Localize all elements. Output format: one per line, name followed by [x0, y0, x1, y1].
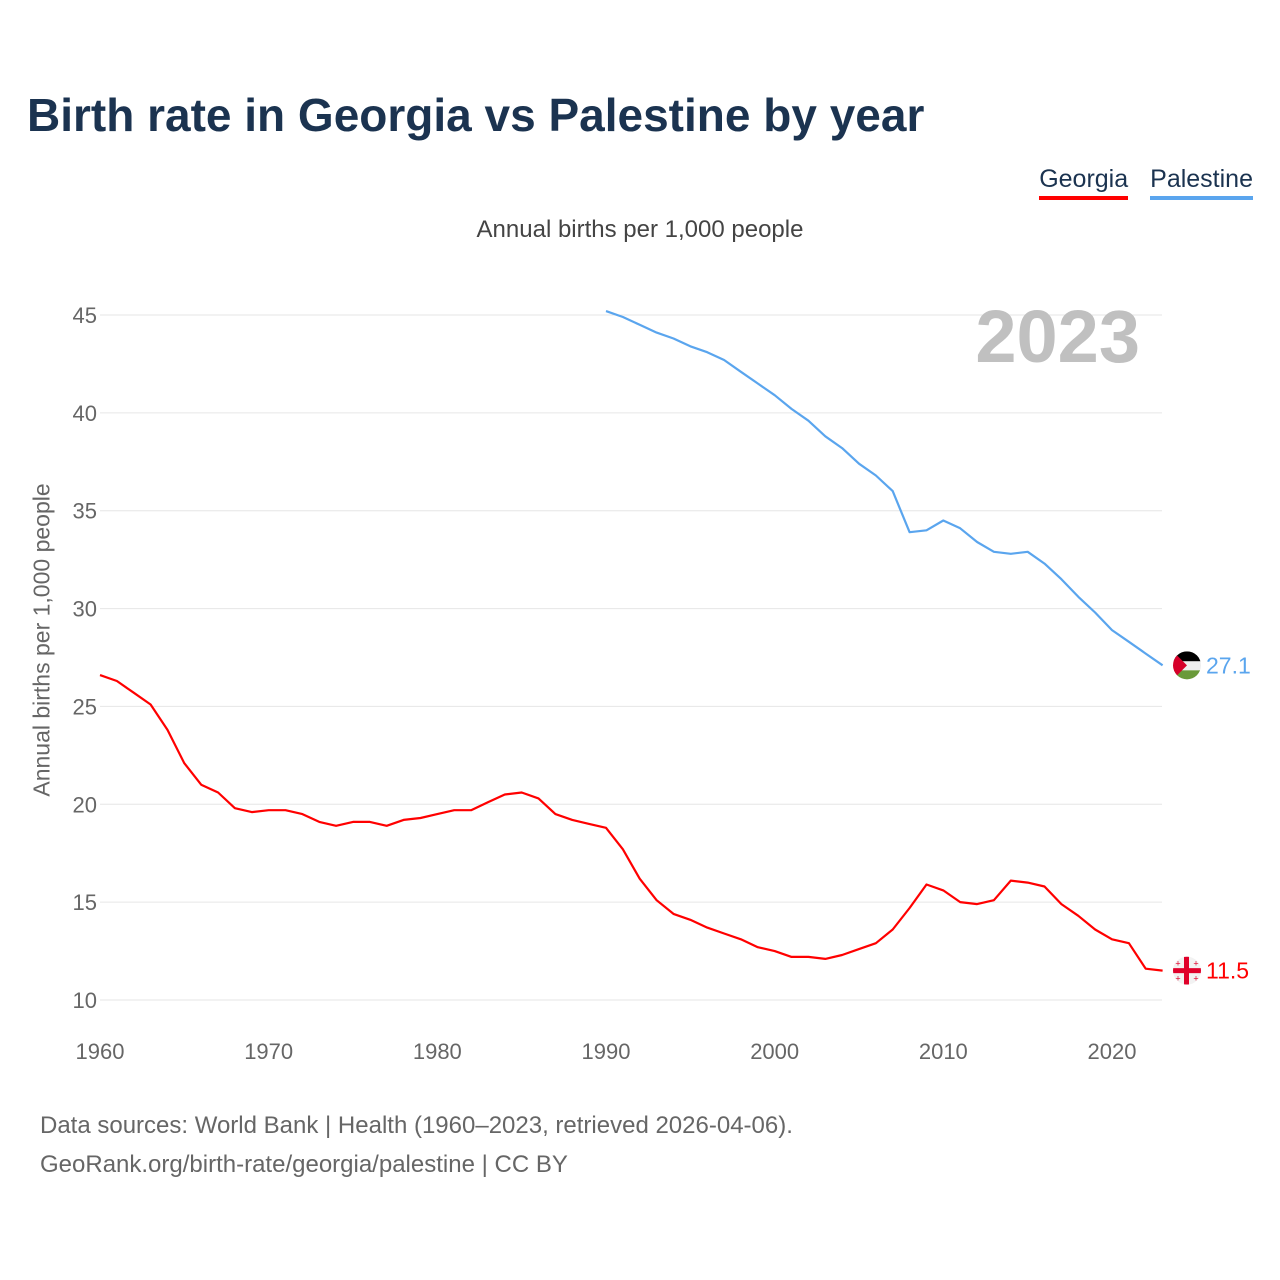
- year-watermark: 2023: [975, 295, 1140, 378]
- series-line-palestine: [605, 310, 1164, 667]
- end-value-label-palestine: 27.1: [1206, 652, 1251, 678]
- svg-text:+: +: [1193, 959, 1198, 969]
- palestine-flag-icon: [1173, 651, 1201, 680]
- x-tick-label: 2020: [1088, 1039, 1137, 1064]
- y-tick-label: 20: [73, 792, 97, 817]
- data-source: Data sources: World Bank | Health (1960–…: [40, 1112, 793, 1139]
- chart-title: Birth rate in Georgia vs Palestine by ye…: [27, 89, 925, 141]
- x-tick-label: 1980: [413, 1039, 462, 1064]
- svg-text:+: +: [1175, 959, 1180, 969]
- chart-subtitle: Annual births per 1,000 people: [476, 216, 804, 243]
- y-tick-label: 40: [73, 401, 97, 426]
- footer: Data sources: World Bank | Health (1960–…: [40, 1106, 793, 1184]
- svg-text:+: +: [1175, 974, 1180, 984]
- legend-georgia[interactable]: Georgia: [1039, 165, 1129, 200]
- x-tick-label: 2000: [750, 1039, 799, 1064]
- georgia-flag-icon: + + + +: [1173, 956, 1201, 985]
- source-link[interactable]: GeoRank.org/birth-rate/georgia/palestine…: [40, 1151, 568, 1178]
- x-tick-label: 1990: [582, 1039, 631, 1064]
- y-tick-label: 30: [73, 597, 97, 622]
- series-line-georgia: [99, 674, 1163, 972]
- y-tick-label: 25: [73, 694, 97, 719]
- x-tick-label: 2010: [919, 1039, 968, 1064]
- end-value-label-georgia: 11.5: [1206, 958, 1249, 984]
- y-tick-label: 15: [73, 890, 97, 915]
- y-tick-label: 35: [73, 499, 97, 524]
- y-tick-label: 10: [73, 988, 97, 1013]
- x-tick-label: 1970: [244, 1039, 293, 1064]
- x-tick-label: 1960: [76, 1039, 125, 1064]
- legend: Georgia Palestine: [1039, 165, 1253, 200]
- legend-palestine[interactable]: Palestine: [1150, 165, 1253, 200]
- y-tick-label: 45: [73, 303, 97, 328]
- svg-text:+: +: [1193, 974, 1198, 984]
